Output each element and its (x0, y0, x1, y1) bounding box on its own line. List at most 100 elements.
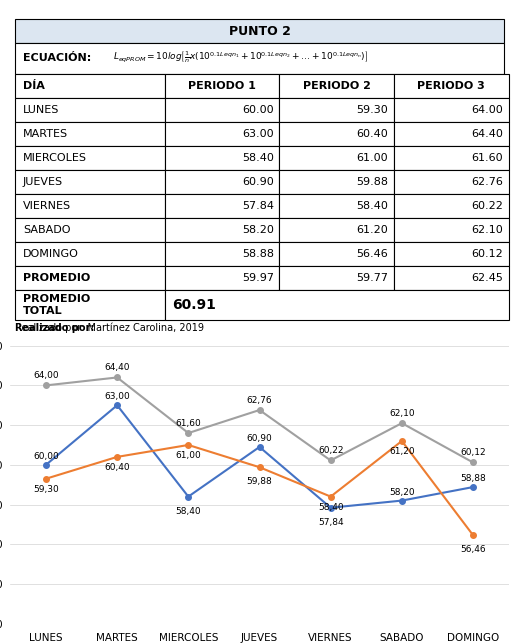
Bar (279, 242, 394, 266)
Bar (16, 19, 503, 43)
Bar (165, 98, 279, 122)
Text: JUEVES: JUEVES (23, 177, 63, 186)
Bar (279, 170, 394, 194)
Text: 58.20: 58.20 (242, 224, 274, 235)
Text: 61.60: 61.60 (471, 152, 503, 163)
Bar (279, 194, 394, 217)
Text: PERIODO 2: PERIODO 2 (303, 80, 371, 91)
Text: 59.88: 59.88 (357, 177, 388, 186)
Text: $L_{eqPROM} = 10log\left[\frac{1}{n}x(10^{0.1Leqn_1} + 10^{0.1Leqn_2}+\ldots+10^: $L_{eqPROM} = 10log\left[\frac{1}{n}x(10… (113, 50, 367, 66)
Bar (165, 266, 279, 289)
Bar (16, 43, 503, 74)
Text: DÍA: DÍA (23, 80, 45, 91)
Text: 61,20: 61,20 (389, 447, 415, 456)
Text: ECUACIÓN:: ECUACIÓN: (23, 53, 91, 63)
Text: 62.76: 62.76 (471, 177, 503, 186)
Text: Realizado por:: Realizado por: (16, 323, 95, 333)
Text: 58,88: 58,88 (460, 474, 486, 483)
Bar (16, 242, 165, 266)
Bar (394, 74, 509, 98)
Text: PUNTO 2: PUNTO 2 (228, 25, 291, 38)
Bar (16, 266, 165, 289)
Text: 59.77: 59.77 (357, 273, 388, 282)
Text: 59,30: 59,30 (33, 485, 59, 494)
Text: 62,76: 62,76 (247, 396, 272, 405)
Text: 60.90: 60.90 (242, 177, 274, 186)
Text: MARTES: MARTES (23, 129, 68, 139)
Bar (394, 217, 509, 242)
Bar (394, 266, 509, 289)
Text: 57,84: 57,84 (318, 518, 344, 527)
Bar (279, 266, 394, 289)
Bar (394, 122, 509, 145)
Text: 58,40: 58,40 (175, 507, 201, 516)
Bar (279, 217, 394, 242)
Text: MIERCOLES: MIERCOLES (23, 152, 87, 163)
Text: 58,40: 58,40 (318, 503, 344, 512)
Bar (279, 74, 394, 98)
Text: 60,22: 60,22 (318, 446, 344, 455)
Bar (165, 170, 279, 194)
Bar (165, 242, 279, 266)
Text: VIERNES: VIERNES (23, 201, 71, 210)
Bar (165, 74, 279, 98)
Bar (394, 145, 509, 170)
Bar (16, 122, 165, 145)
Text: 62,10: 62,10 (389, 409, 415, 418)
Text: 60.40: 60.40 (357, 129, 388, 139)
Text: PROMEDIO
TOTAL: PROMEDIO TOTAL (23, 294, 90, 316)
Text: 64,00: 64,00 (33, 372, 59, 381)
Text: PERIODO 1: PERIODO 1 (188, 80, 256, 91)
Bar (16, 289, 165, 320)
Text: 63.00: 63.00 (242, 129, 274, 139)
Bar (165, 145, 279, 170)
Text: DOMINGO: DOMINGO (23, 249, 79, 258)
Text: 61,00: 61,00 (175, 451, 201, 460)
Text: 60,12: 60,12 (460, 448, 486, 457)
Text: 60,40: 60,40 (104, 463, 130, 472)
Bar (394, 194, 509, 217)
Text: 64.00: 64.00 (471, 105, 503, 114)
Bar (16, 217, 165, 242)
Text: 58,20: 58,20 (389, 487, 415, 496)
Text: 61.20: 61.20 (357, 224, 388, 235)
Text: SABADO: SABADO (23, 224, 71, 235)
Text: 64,40: 64,40 (104, 363, 130, 372)
Bar (16, 170, 165, 194)
Text: 59,88: 59,88 (247, 477, 272, 486)
Text: 60,90: 60,90 (247, 434, 272, 443)
Bar (394, 98, 509, 122)
Text: 60,00: 60,00 (33, 452, 59, 461)
Bar (165, 217, 279, 242)
Text: 60.22: 60.22 (471, 201, 503, 210)
Text: 60.91: 60.91 (172, 298, 216, 312)
Text: 58.40: 58.40 (242, 152, 274, 163)
Text: 58.40: 58.40 (357, 201, 388, 210)
Bar (165, 289, 509, 320)
Text: 61,60: 61,60 (175, 419, 201, 428)
Text: 58.88: 58.88 (242, 249, 274, 258)
Text: 60.00: 60.00 (242, 105, 274, 114)
Text: 56,46: 56,46 (460, 545, 486, 554)
Text: Realizado por: Martínez Carolina, 2019: Realizado por: Martínez Carolina, 2019 (16, 323, 204, 333)
Bar (16, 194, 165, 217)
Text: 61.00: 61.00 (357, 152, 388, 163)
Bar (279, 122, 394, 145)
Bar (394, 242, 509, 266)
Text: 60.12: 60.12 (471, 249, 503, 258)
Bar (165, 194, 279, 217)
Bar (16, 98, 165, 122)
Text: LUNES: LUNES (23, 105, 59, 114)
Text: 63,00: 63,00 (104, 392, 130, 401)
Bar (16, 145, 165, 170)
Bar (279, 98, 394, 122)
Text: 57.84: 57.84 (242, 201, 274, 210)
Text: 62.45: 62.45 (471, 273, 503, 282)
Bar (16, 74, 165, 98)
Text: 64.40: 64.40 (471, 129, 503, 139)
Bar (394, 170, 509, 194)
Text: PROMEDIO: PROMEDIO (23, 273, 90, 282)
Bar (279, 145, 394, 170)
Text: 59.30: 59.30 (357, 105, 388, 114)
Text: PERIODO 3: PERIODO 3 (417, 80, 485, 91)
